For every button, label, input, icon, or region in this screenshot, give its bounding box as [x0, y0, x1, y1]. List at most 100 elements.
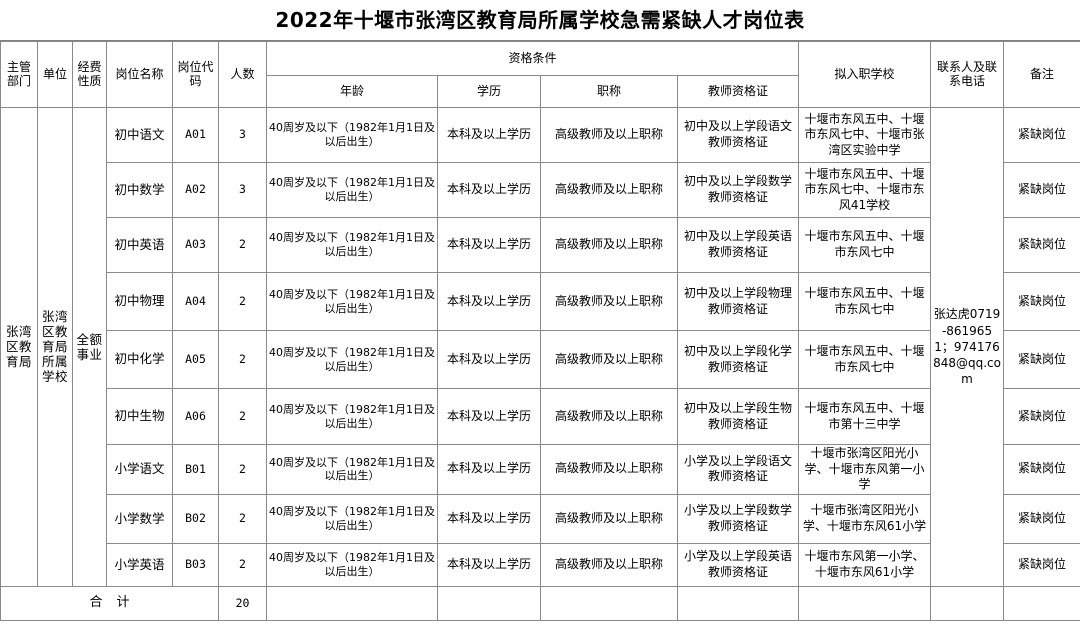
cell-education: 本科及以上学历	[437, 107, 541, 163]
cell-count: 2	[218, 388, 267, 445]
cell-remark: 紧缺岗位	[1003, 162, 1080, 218]
table-row: 张湾区教育局 张湾区教育局所属学校 全额事业 初中语文 A01 3 40周岁及以…	[0, 107, 1080, 587]
cell-age: 40周岁及以下（1982年1月1日及以后出生）	[266, 542, 438, 587]
cell-certificate: 初中及以上学段物理教师资格证	[676, 272, 800, 331]
cell-certificate: 初中及以上学段生物教师资格证	[676, 388, 800, 445]
cell-count: 3	[218, 107, 267, 163]
cell-total-education	[437, 585, 541, 621]
header-row-2: 年龄 学历 职称 教师资格证	[1, 75, 1080, 108]
table-row: 初中物理 A04 2 40周岁及以下（1982年1月1日及以后出生） 本科及以上…	[1, 272, 1080, 331]
page-title: 2022年十堰市张湾区教育局所属学校急需紧缺人才岗位表	[275, 8, 805, 32]
cell-school: 十堰市东风五中、十堰市东风七中	[798, 330, 932, 389]
cell-age: 40周岁及以下（1982年1月1日及以后出生）	[266, 162, 438, 218]
cell-job-code: B03	[172, 542, 219, 587]
header-row-1: 主管部门 单位 经费性质 岗位名称 岗位代码 人数 资格条件 拟入职学校 联系人…	[0, 41, 1080, 108]
col-header-school: 拟入职学校	[798, 41, 932, 108]
cell-remark: 紧缺岗位	[1003, 444, 1080, 495]
cell-count: 2	[218, 493, 267, 544]
cell-job-name: 初中物理	[106, 272, 173, 331]
cell-remark: 紧缺岗位	[1003, 217, 1080, 273]
col-header-contact: 联系人及联系电话	[930, 41, 1005, 108]
cell-job-code: B02	[172, 493, 219, 544]
job-positions-table: 主管部门 单位 经费性质 岗位名称 岗位代码 人数 资格条件 拟入职学校 联系人…	[0, 41, 1080, 621]
cell-certificate: 小学及以上学段数学教师资格证	[676, 493, 800, 544]
cell-dept: 张湾区教育局	[0, 107, 38, 587]
cell-count: 2	[218, 272, 267, 331]
cell-rank: 高级教师及以上职称	[540, 107, 678, 163]
col-header-remark: 备注	[1003, 41, 1080, 108]
table-row: 初中化学 A05 2 40周岁及以下（1982年1月1日及以后出生） 本科及以上…	[1, 330, 1080, 389]
cell-certificate: 小学及以上学段英语教师资格证	[676, 542, 800, 587]
cell-school: 十堰市张湾区阳光小学、十堰市东风第一小学	[798, 444, 932, 495]
page-title-bar: 2022年十堰市张湾区教育局所属学校急需紧缺人才岗位表	[0, 0, 1080, 41]
cell-education: 本科及以上学历	[437, 388, 541, 445]
cell-remark: 紧缺岗位	[1003, 542, 1080, 587]
cell-total-remark	[1003, 585, 1080, 621]
cell-count: 2	[218, 330, 267, 389]
cell-job-name: 小学语文	[106, 444, 173, 495]
col-header-job-name: 岗位名称	[106, 41, 173, 108]
cell-age: 40周岁及以下（1982年1月1日及以后出生）	[266, 107, 438, 163]
cell-certificate: 小学及以上学段语文教师资格证	[676, 444, 800, 495]
cell-rank: 高级教师及以上职称	[540, 330, 678, 389]
col-header-job-code: 岗位代码	[172, 41, 219, 108]
col-header-rank: 职称	[540, 75, 678, 108]
cell-job-name: 初中语文	[106, 107, 173, 163]
cell-job-name: 小学数学	[106, 493, 173, 544]
table-row: 初中英语 A03 2 40周岁及以下（1982年1月1日及以后出生） 本科及以上…	[1, 217, 1080, 273]
cell-age: 40周岁及以下（1982年1月1日及以后出生）	[266, 493, 438, 544]
cell-job-name: 初中数学	[106, 162, 173, 218]
cell-age: 40周岁及以下（1982年1月1日及以后出生）	[266, 217, 438, 273]
cell-contact: 张达虎0719-8619651；974176848@qq.com	[930, 107, 1005, 587]
cell-unit: 张湾区教育局所属学校	[37, 107, 73, 587]
cell-education: 本科及以上学历	[437, 217, 541, 273]
cell-education: 本科及以上学历	[437, 162, 541, 218]
col-header-count: 人数	[218, 41, 267, 108]
cell-job-name: 初中化学	[106, 330, 173, 389]
cell-rank: 高级教师及以上职称	[540, 493, 678, 544]
cell-education: 本科及以上学历	[437, 272, 541, 331]
cell-total-school	[798, 585, 932, 621]
cell-certificate: 初中及以上学段化学教师资格证	[676, 330, 800, 389]
cell-total-count: 20	[218, 585, 267, 621]
col-header-certificate: 教师资格证	[676, 75, 800, 108]
cell-education: 本科及以上学历	[437, 542, 541, 587]
col-header-education: 学历	[437, 75, 541, 108]
cell-count: 2	[218, 542, 267, 587]
cell-total-rank	[540, 585, 678, 621]
table-row: 初中数学 A02 3 40周岁及以下（1982年1月1日及以后出生） 本科及以上…	[1, 162, 1080, 218]
table-row: 小学数学 B02 2 40周岁及以下（1982年1月1日及以后出生） 本科及以上…	[1, 493, 1080, 544]
cell-job-name: 初中生物	[106, 388, 173, 445]
cell-certificate: 初中及以上学段数学教师资格证	[676, 162, 800, 218]
cell-age: 40周岁及以下（1982年1月1日及以后出生）	[266, 272, 438, 331]
cell-total-contact	[930, 585, 1005, 621]
cell-total-label: 合计	[0, 585, 219, 621]
table-row: 小学语文 B01 2 40周岁及以下（1982年1月1日及以后出生） 本科及以上…	[1, 444, 1080, 495]
cell-total-age	[266, 585, 438, 621]
cell-education: 本科及以上学历	[437, 493, 541, 544]
cell-job-name: 初中英语	[106, 217, 173, 273]
cell-remark: 紧缺岗位	[1003, 330, 1080, 389]
cell-age: 40周岁及以下（1982年1月1日及以后出生）	[266, 444, 438, 495]
cell-job-code: A03	[172, 217, 219, 273]
cell-remark: 紧缺岗位	[1003, 107, 1080, 163]
col-header-dept: 主管部门	[0, 41, 38, 108]
col-header-qualification-group: 资格条件	[265, 41, 800, 76]
col-header-age: 年龄	[266, 75, 438, 108]
cell-rank: 高级教师及以上职称	[540, 162, 678, 218]
cell-job-code: A02	[172, 162, 219, 218]
cell-age: 40周岁及以下（1982年1月1日及以后出生）	[266, 330, 438, 389]
cell-job-code: A05	[172, 330, 219, 389]
cell-count: 2	[218, 444, 267, 495]
col-header-unit: 单位	[37, 41, 73, 108]
table-total-row: 合计 20	[0, 585, 1080, 621]
cell-job-code: A06	[172, 388, 219, 445]
cell-remark: 紧缺岗位	[1003, 272, 1080, 331]
cell-rank: 高级教师及以上职称	[540, 217, 678, 273]
cell-school: 十堰市张湾区阳光小学、十堰市东风61小学	[798, 493, 932, 544]
table-row: 小学英语 B03 2 40周岁及以下（1982年1月1日及以后出生） 本科及以上…	[1, 542, 1080, 587]
cell-rank: 高级教师及以上职称	[540, 444, 678, 495]
cell-job-code: A01	[172, 107, 219, 163]
cell-job-code: A04	[172, 272, 219, 331]
